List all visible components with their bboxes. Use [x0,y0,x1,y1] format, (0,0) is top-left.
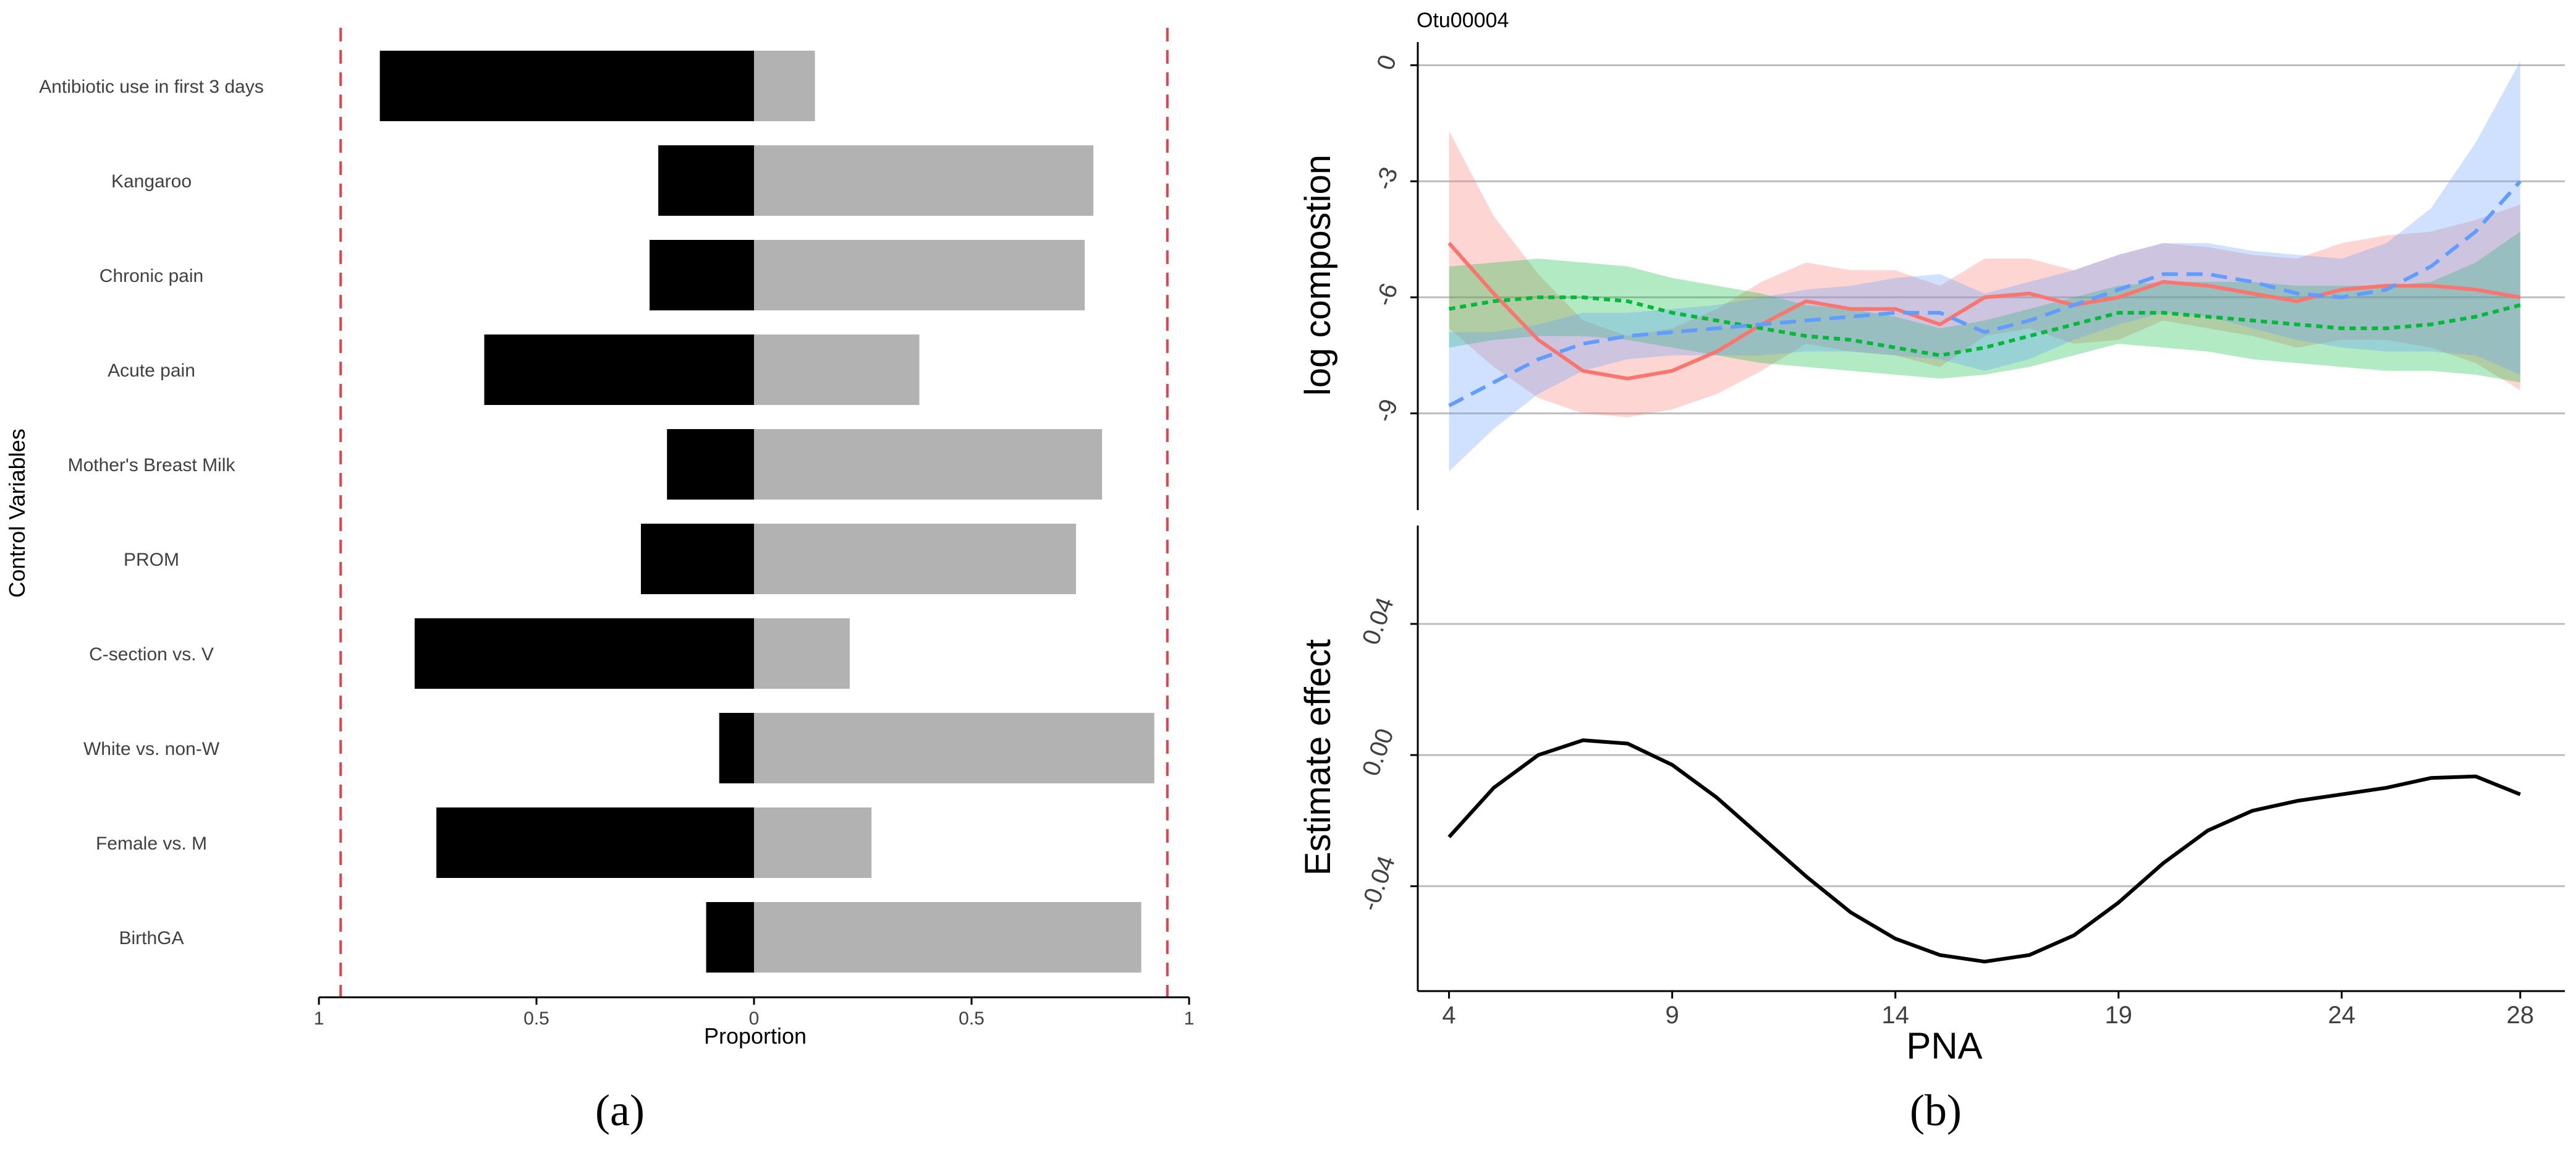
x-tick-label: 19 [2105,1002,2133,1029]
panel-b-x-axis: 4 9 14 19 24 28 [1418,990,2565,1029]
panel-b-bottom-y-axis: 0.04 0.00 -0.04 [1356,526,1419,991]
bar-positive [754,713,1155,783]
panel-a-category-labels: Antibiotic use in first 3 days Kangaroo Ch… [39,77,264,948]
category-label: Kangaroo [111,171,192,192]
x-tick-label: 0 [749,1008,760,1029]
bar-negative [436,807,754,878]
y-tick-label: 0.00 [1357,725,1399,780]
x-tick-label: 28 [2507,1002,2535,1029]
panel-b-caption: (b) [1910,1086,1962,1135]
bar-positive [754,145,1094,216]
y-tick-label: -6 [1370,279,1404,309]
x-tick-label: 0.5 [959,1008,985,1029]
line-green [1449,295,2521,357]
bar-negative [667,429,754,500]
bar-positive [754,51,815,121]
bar-positive [754,240,1085,310]
x-tick-label: 14 [1881,1002,1909,1029]
panel-b-effect-chart: 0.04 0.00 -0.04 4 9 14 19 24 28 Estimate effect… [1298,526,2565,1135]
panel-b-top-y-axis: 0 -3 -6 -9 [1370,42,1419,510]
bar-positive [754,618,850,689]
x-tick-label: 1 [1184,1008,1195,1029]
panel-b-x-axis-title: PNA [1906,1025,1982,1067]
category-label: Mother's Breast Milk [68,455,236,475]
line-blue [1448,180,2522,407]
panel-a-bar-chart: Antibiotic use in first 3 days Kangaroo Ch… [4,28,1194,1135]
confidence-band-blue [1449,61,2520,472]
bar-negative [650,240,754,310]
confidence-band-red [1449,130,2520,417]
x-tick-label: 0.5 [523,1008,549,1029]
panel-b-bottom-lines [1447,738,2521,964]
panel-b-strip-title: Otu00004 [1417,9,1509,32]
x-tick-label: 4 [1442,1002,1455,1029]
panel-b-bottom-gridlines [1418,623,2565,887]
bar-positive [754,524,1076,594]
category-label: C-section vs. V [89,644,214,665]
y-tick-label: -3 [1370,164,1404,194]
panel-a-reference-lines [339,28,1169,997]
bar-positive [754,807,872,878]
category-label: PROM [124,550,179,570]
bar-negative [640,524,754,594]
y-tick-label: 0.04 [1357,594,1399,649]
panel-a-x-axis: 1 0.5 0 0.5 1 [314,996,1195,1029]
panel-b-top-confidence-bands [1449,61,2520,472]
panel-b-bottom-y-axis-title: Estimate effect [1298,639,1338,876]
category-label: Antibiotic use in first 3 days [39,77,264,97]
bar-positive [754,334,920,405]
line-red [1447,242,2521,381]
y-tick-label: -9 [1370,396,1404,425]
category-label: Acute pain [108,360,195,381]
category-label: Female vs. M [96,833,207,854]
panel-a-bars [379,51,1155,973]
category-label: Chronic pain [100,266,203,286]
panel-b-top-y-axis-title: log compostion [1298,155,1338,396]
panel-a-caption: (a) [595,1086,645,1135]
y-tick-label: 0 [1371,51,1402,74]
category-label: White vs. non-W [83,739,220,759]
panel-a-y-axis-title: Control Variables [4,428,30,597]
bar-negative [658,145,754,216]
bar-negative [379,51,754,121]
confidence-band-green [1449,231,2520,383]
x-tick-label: 1 [314,1008,324,1029]
panel-b-top-lines [1447,180,2522,407]
bar-negative [706,902,754,973]
bar-negative [414,618,754,689]
effect-line [1447,738,2521,964]
bar-negative [484,334,754,405]
panel-b-composition-chart: 0 -3 -6 -9 Otu00004 log compostion [1298,9,2565,510]
x-tick-label: 9 [1666,1002,1679,1029]
bar-negative [719,713,754,783]
bar-positive [754,429,1103,500]
category-label: BirthGA [119,928,184,948]
panel-a-x-axis-title: Proportion [704,1023,807,1049]
bar-positive [754,902,1142,973]
x-tick-label: 24 [2328,1002,2356,1029]
y-tick-label: -0.04 [1356,853,1401,915]
